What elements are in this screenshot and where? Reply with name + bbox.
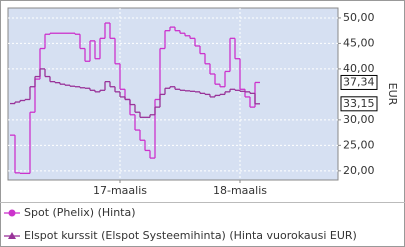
y-tick-label: 25,00 xyxy=(343,138,375,151)
legend-marker xyxy=(8,209,16,217)
x-tick-label: 17-maalis xyxy=(93,184,147,197)
y-axis-label: EUR xyxy=(386,83,399,106)
legend-label: Elspot kurssit (Elspot Systeemihinta) (H… xyxy=(24,229,357,242)
legend-marker xyxy=(8,232,16,239)
y-tick-label: 50,00 xyxy=(343,11,375,24)
value-label: 33,15 xyxy=(343,97,375,110)
value-label: 37,34 xyxy=(343,75,375,88)
y-tick-label: 20,00 xyxy=(343,164,375,177)
x-tick-label: 18-maalis xyxy=(213,184,267,197)
y-tick-label: 45,00 xyxy=(343,36,375,49)
value-box xyxy=(340,74,378,90)
y-tick-label: 40,00 xyxy=(343,62,375,75)
y-tick-label: 30,00 xyxy=(343,113,375,126)
value-box xyxy=(340,96,378,112)
legend-label: Spot (Phelix) (Hinta) xyxy=(24,206,136,219)
plot-area xyxy=(7,7,339,181)
step-riser xyxy=(14,68,256,118)
